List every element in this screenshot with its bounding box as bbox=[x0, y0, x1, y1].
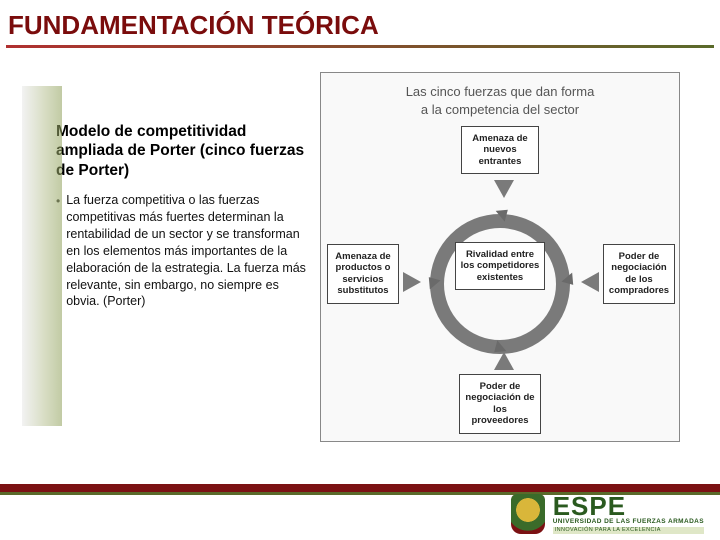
forces-layout: Amenaza de nuevos entrantes Amenaza de p… bbox=[327, 126, 673, 426]
bullet-item: • La fuerza competitiva o las fuerzas co… bbox=[56, 192, 308, 310]
arrow-up-icon bbox=[494, 352, 514, 370]
diagram-title: Las cinco fuerzas que dan forma a la com… bbox=[327, 83, 673, 118]
logo-sub: UNIVERSIDAD DE LAS FUERZAS ARMADAS bbox=[553, 519, 704, 526]
left-accent-bar bbox=[22, 86, 62, 426]
arrow-down-icon bbox=[494, 180, 514, 198]
left-column: Modelo de competitividad ampliada de Por… bbox=[8, 66, 308, 442]
force-new-entrants: Amenaza de nuevos entrantes bbox=[461, 126, 539, 174]
page-title: FUNDAMENTACIÓN TEÓRICA bbox=[0, 0, 720, 45]
diagram-title-line1: Las cinco fuerzas que dan forma bbox=[406, 84, 595, 99]
force-rivalry: Rivalidad entre los competidores existen… bbox=[455, 242, 545, 290]
espe-crest-icon bbox=[511, 494, 545, 534]
arrow-left-icon bbox=[581, 272, 599, 292]
content-area: Modelo de competitividad ampliada de Por… bbox=[0, 48, 720, 442]
force-suppliers: Poder de negociación de los proveedores bbox=[459, 374, 541, 434]
force-buyers: Poder de negociación de los compradores bbox=[603, 244, 675, 304]
arrow-right-icon bbox=[403, 272, 421, 292]
right-column: Las cinco fuerzas que dan forma a la com… bbox=[308, 66, 688, 442]
subtitle: Modelo de competitividad ampliada de Por… bbox=[56, 122, 308, 180]
body-text: La fuerza competitiva o las fuerzas comp… bbox=[66, 192, 308, 310]
porter-diagram: Las cinco fuerzas que dan forma a la com… bbox=[320, 72, 680, 442]
logo-text: ESPE UNIVERSIDAD DE LAS FUERZAS ARMADAS … bbox=[553, 493, 704, 534]
logo-tag: INNOVACIÓN PARA LA EXCELENCIA bbox=[553, 527, 704, 535]
logo-main: ESPE bbox=[553, 493, 704, 519]
diagram-title-line2: a la competencia del sector bbox=[421, 102, 579, 117]
logo-area: ESPE UNIVERSIDAD DE LAS FUERZAS ARMADAS … bbox=[511, 493, 704, 534]
force-substitutes: Amenaza de productos o servicios substit… bbox=[327, 244, 399, 304]
